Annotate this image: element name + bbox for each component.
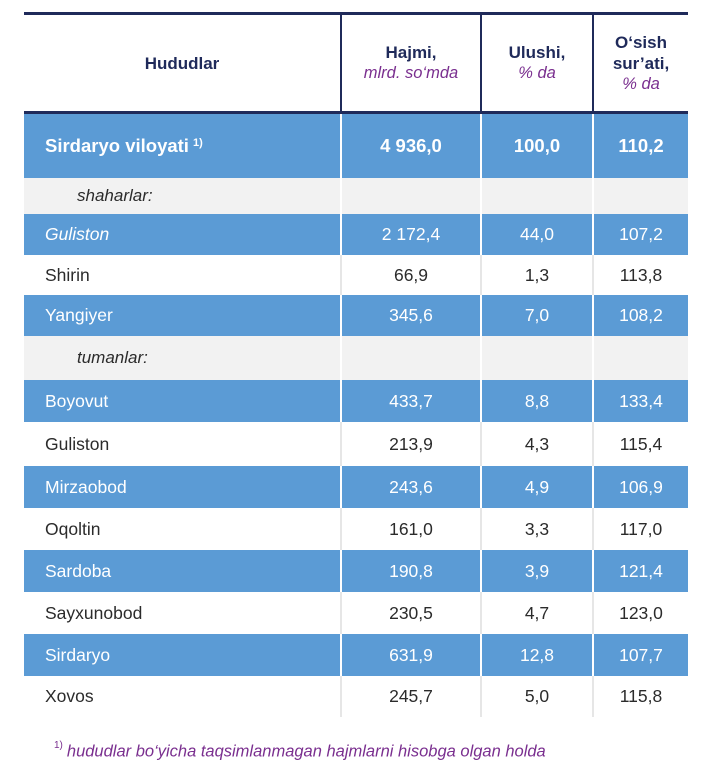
table-row: Sirdaryo 631,9 12,8 107,7 [24,634,688,676]
empty-cell [340,178,480,214]
total-growth: 110,2 [592,114,688,178]
growth-cell: 106,9 [592,466,688,508]
volume-cell: 161,0 [340,508,480,550]
empty-cell [592,178,688,214]
growth-cell: 107,7 [592,634,688,676]
table-row: Oqoltin 161,0 3,3 117,0 [24,508,688,550]
empty-cell [592,336,688,380]
volume-cell: 243,6 [340,466,480,508]
header-growth-label-2: sur’ati, [612,53,670,73]
volume-cell: 345,6 [340,295,480,336]
share-cell: 4,7 [480,592,592,634]
header-share-unit: % da [518,64,556,82]
volume-cell: 631,9 [340,634,480,676]
region-name: Xovos [45,686,94,706]
share-cell: 8,8 [480,380,592,422]
growth-cell: 113,8 [592,255,688,295]
table-row: Sayxunobod 230,5 4,7 123,0 [24,592,688,634]
region-name: Boyovut [45,390,109,411]
volume-cell: 2 172,4 [340,214,480,255]
section-districts-label: tumanlar: [77,348,148,367]
region-name: Guliston [45,433,110,454]
share-cell: 1,3 [480,255,592,295]
region-name: Shirin [45,264,90,285]
region-name: Mirzaobod [45,476,127,497]
growth-cell: 107,2 [592,214,688,255]
volume-cell: 66,9 [340,255,480,295]
volume-cell: 245,7 [340,676,480,717]
share-cell: 5,0 [480,676,592,717]
share-cell: 3,9 [480,550,592,592]
total-note-mark: 1) [192,137,203,149]
empty-cell [340,336,480,380]
header-growth-label: O‘sish [615,32,667,52]
growth-cell: 121,4 [592,550,688,592]
region-name: Sardoba [45,560,112,581]
header-region-label: Hududlar [144,53,220,73]
volume-cell: 190,8 [340,550,480,592]
footnote-mark: 1) [54,740,63,751]
share-cell: 4,9 [480,466,592,508]
total-name-cell: Sirdaryo viloyati 1) [24,114,340,178]
table-row: Mirzaobod 243,6 4,9 106,9 [24,466,688,508]
share-cell: 7,0 [480,295,592,336]
header-volume-label: Hajmi, [385,43,437,62]
volume-cell: 213,9 [340,422,480,466]
header-volume: Hajmi, mlrd. so‘mda [340,15,480,111]
share-cell: 3,3 [480,508,592,550]
total-row: Sirdaryo viloyati 1) 4 936,0 100,0 110,2 [24,114,688,178]
total-name: Sirdaryo viloyati [45,135,189,156]
section-cities-row: shaharlar: [24,178,688,214]
regional-volume-table: Hududlar Hajmi, mlrd. so‘mda Ulushi, % d… [24,12,688,717]
header-volume-unit: mlrd. so‘mda [363,64,459,82]
table-row: Yangiyer 345,6 7,0 108,2 [24,295,688,336]
region-name: Sirdaryo [45,644,111,665]
header-growth: O‘sish sur’ati, % da [592,15,688,111]
table-row: Guliston 213,9 4,3 115,4 [24,422,688,466]
empty-cell [480,178,592,214]
footnote: 1) hududlar bo‘yicha taqsimlanmagan hajml… [54,740,546,762]
table-row: Boyovut 433,7 8,8 133,4 [24,380,688,422]
total-volume: 4 936,0 [340,114,480,178]
volume-cell: 433,7 [340,380,480,422]
header-share: Ulushi, % da [480,15,592,111]
growth-cell: 115,8 [592,676,688,717]
growth-cell: 123,0 [592,592,688,634]
growth-cell: 108,2 [592,295,688,336]
growth-cell: 115,4 [592,422,688,466]
share-cell: 4,3 [480,422,592,466]
section-cities-label: shaharlar: [77,186,153,205]
region-name: Yangiyer [45,305,113,325]
growth-cell: 133,4 [592,380,688,422]
footnote-text: hududlar bo‘yicha taqsimlanmagan hajmlar… [66,742,546,761]
header-region: Hududlar [24,15,340,111]
table-row: Xovos 245,7 5,0 115,8 [24,676,688,717]
table-row: Shirin 66,9 1,3 113,8 [24,255,688,295]
region-name: Sayxunobod [45,602,143,623]
table-header: Hududlar Hajmi, mlrd. so‘mda Ulushi, % d… [24,12,688,114]
region-name: Oqoltin [45,518,101,539]
header-share-label: Ulushi, [508,43,566,62]
table-row: Sardoba 190,8 3,9 121,4 [24,550,688,592]
region-name: Guliston [45,224,110,244]
section-districts-row: tumanlar: [24,336,688,380]
growth-cell: 117,0 [592,508,688,550]
volume-cell: 230,5 [340,592,480,634]
share-cell: 12,8 [480,634,592,676]
header-growth-unit: % da [622,74,660,93]
share-cell: 44,0 [480,214,592,255]
total-share: 100,0 [480,114,592,178]
empty-cell [480,336,592,380]
table-row: Guliston 2 172,4 44,0 107,2 [24,214,688,255]
